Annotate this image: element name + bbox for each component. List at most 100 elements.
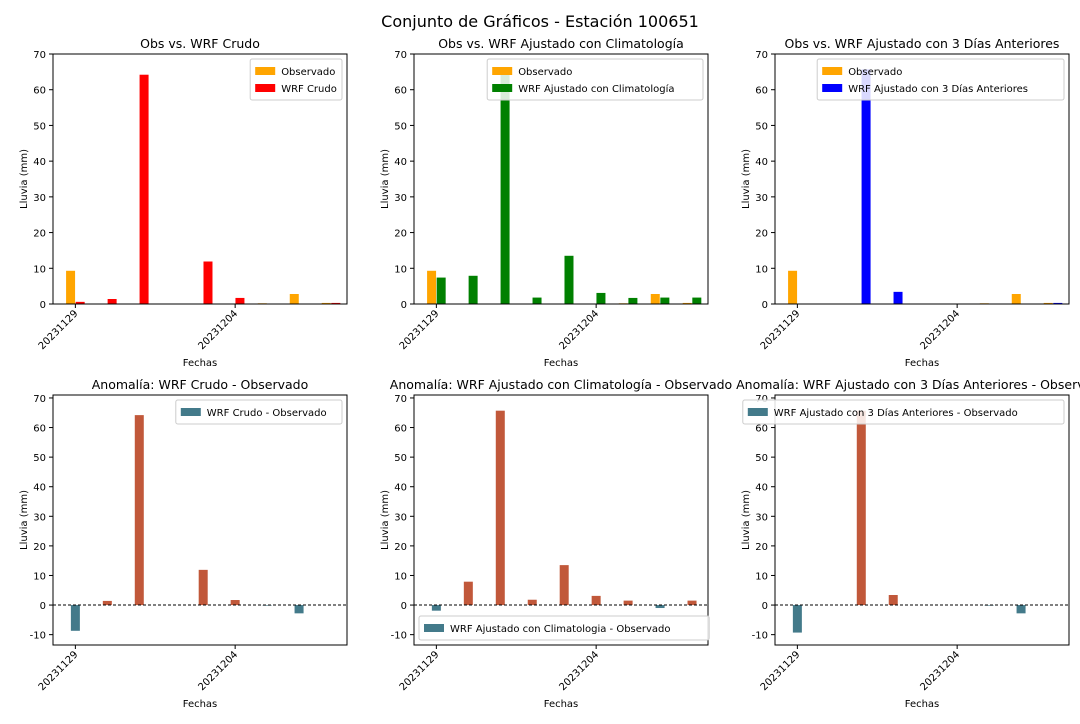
bar (596, 292, 606, 304)
panel-2: Obs vs. WRF Ajustado con Climatología 0 10… (380, 36, 709, 369)
y-axis-label: Lluvia (mm) (19, 490, 30, 550)
y-tick-label: 10 (755, 571, 768, 582)
x-tick-label: 20231204 (557, 308, 601, 352)
x-axis-label: Fechas (905, 358, 940, 369)
bar (235, 297, 245, 304)
x-tick-label: 20231204 (918, 308, 962, 352)
x-tick-label: 20231129 (759, 649, 803, 693)
bar (102, 600, 112, 606)
bar (66, 270, 76, 304)
bar (655, 605, 665, 609)
x-tick-label: 20231129 (398, 308, 442, 352)
y-tick-label: 40 (33, 483, 46, 494)
bar (788, 270, 798, 304)
x-axis-label: Fechas (905, 699, 940, 710)
y-tick-label: 60 (394, 424, 407, 435)
bar (495, 410, 505, 606)
y-tick-label: 40 (394, 157, 407, 168)
panel-3: Obs vs. WRF Ajustado con 3 Días Anterior… (741, 36, 1070, 369)
legend-swatch (255, 84, 276, 92)
legend: WRF Ajustado con 3 Días Anteriores - Obs… (742, 399, 1065, 425)
legend-entry: Observado (281, 67, 335, 78)
legend: WRF Crudo - Observado (175, 399, 343, 425)
panel-5: Anomalía: WRF Ajustado con Climatología … (380, 377, 732, 710)
bar (660, 297, 670, 304)
bar (431, 605, 441, 611)
y-tick-label: 30 (755, 193, 768, 204)
y-tick-label: 20 (755, 229, 768, 240)
y-tick-label: 60 (755, 86, 768, 97)
y-tick-label: 0 (401, 601, 407, 612)
legend-frame (418, 615, 710, 641)
bar (427, 270, 437, 304)
panel-title: Anomalía: WRF Crudo - Observado (92, 377, 309, 392)
bar (1011, 294, 1021, 304)
bar (1016, 605, 1026, 614)
bar (687, 600, 697, 606)
x-axis-label: Fechas (544, 699, 579, 710)
panel-title: Obs vs. WRF Ajustado con 3 Días Anterior… (785, 36, 1060, 51)
bar (591, 595, 601, 606)
legend-swatch (822, 67, 843, 75)
y-tick-label: 10 (394, 264, 407, 275)
y-tick-label: 50 (394, 453, 407, 464)
legend-entry: WRF Ajustado con Climatología (518, 83, 674, 95)
bar (1053, 302, 1063, 304)
y-tick-label: 20 (33, 229, 46, 240)
bar (289, 294, 299, 304)
legend: WRF Ajustado con Climatologia - Observad… (418, 615, 710, 641)
axes-frame (52, 53, 348, 305)
bar (623, 600, 633, 606)
bar (230, 600, 240, 606)
bar (692, 297, 702, 304)
bar (628, 297, 638, 304)
y-tick-label: 50 (33, 453, 46, 464)
y-axis-label: Lluvia (mm) (741, 149, 752, 209)
y-tick-label: 40 (33, 157, 46, 168)
y-tick-label: 70 (755, 394, 768, 405)
y-tick-label: 70 (394, 50, 407, 61)
y-tick-label: 50 (755, 453, 768, 464)
y-axis-label: Lluvia (mm) (380, 490, 391, 550)
axes-frame (774, 53, 1070, 305)
axes-frame (413, 53, 709, 305)
y-tick-label: 20 (33, 542, 46, 553)
panel-4: Anomalía: WRF Crudo - Observado -10 0 10 20 3… (19, 377, 348, 710)
bar (650, 294, 660, 304)
legend-swatch (424, 624, 444, 632)
x-tick-label: 20231204 (196, 649, 240, 693)
y-tick-label: 0 (762, 601, 768, 612)
y-tick-label: 20 (755, 542, 768, 553)
y-axis-label: Lluvia (mm) (741, 490, 752, 550)
bar (436, 277, 446, 304)
y-tick-label: 0 (40, 300, 46, 311)
x-tick-label: 20231129 (37, 649, 81, 693)
y-tick-label: 60 (33, 86, 46, 97)
y-tick-label: 30 (33, 193, 46, 204)
bar (463, 581, 473, 606)
figure-title: Conjunto de Gráficos - Estación 100651 (381, 12, 699, 31)
y-tick-label: 20 (394, 229, 407, 240)
y-tick-label: 30 (394, 193, 407, 204)
y-tick-label: 70 (33, 394, 46, 405)
y-axis-label: Lluvia (mm) (380, 149, 391, 209)
bar (564, 255, 574, 304)
bar (1043, 302, 1053, 304)
x-tick-label: 20231129 (398, 649, 442, 693)
legend-swatch (747, 408, 768, 416)
y-tick-label: 30 (755, 512, 768, 523)
y-tick-label: 40 (394, 483, 407, 494)
bar (134, 415, 144, 606)
x-tick-label: 20231129 (37, 308, 81, 352)
legend-swatch (492, 67, 513, 75)
y-tick-label: -10 (30, 631, 46, 642)
bar (500, 69, 510, 304)
bar (203, 261, 213, 304)
y-tick-label: 50 (755, 121, 768, 132)
y-tick-label: 50 (33, 121, 46, 132)
bar (984, 605, 994, 606)
y-tick-label: 70 (394, 394, 407, 405)
bar (682, 302, 692, 304)
legend: Observado WRF Crudo (249, 58, 343, 101)
